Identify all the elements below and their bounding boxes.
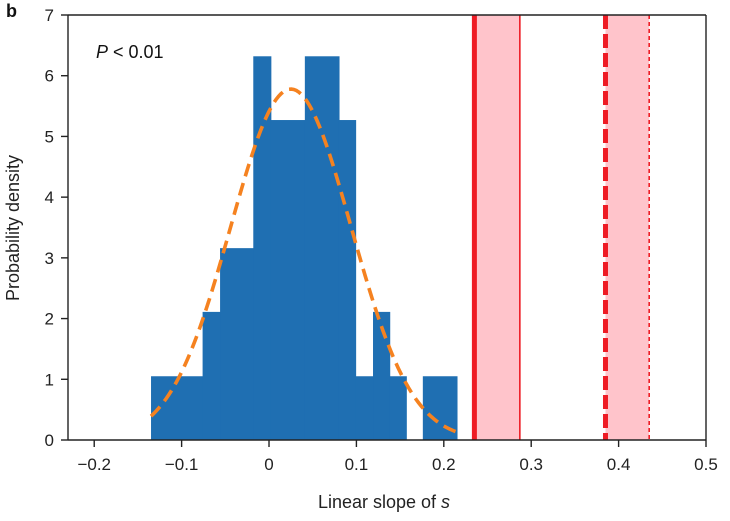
y-axis-title: Probability density (3, 155, 23, 301)
histogram-bars (151, 56, 458, 441)
x-tick-label: −0.2 (77, 455, 111, 474)
histogram-bar (304, 56, 340, 441)
x-tick-label: 0.5 (694, 455, 718, 474)
x-tick-label: 0.4 (607, 455, 631, 474)
y-ticks: 0 1 2 3 4 5 6 7 (45, 6, 68, 450)
y-tick-label: 2 (45, 310, 54, 329)
x-tick-label: 0 (264, 455, 273, 474)
axes (67, 14, 707, 441)
x-axis-title: Linear slope of s (318, 492, 450, 512)
confidence-band-solid (474, 15, 520, 440)
x-ticks: −0.2 −0.1 0 0.1 0.2 0.3 0.4 0.5 (77, 440, 718, 474)
confidence-band-dashed (605, 15, 650, 440)
band-layer (474, 15, 650, 440)
y-tick-label: 7 (45, 6, 54, 25)
x-tick-label: 0.2 (432, 455, 456, 474)
normal-fit-curve (149, 87, 458, 434)
p-value-annotation: P < 0.01 (96, 42, 164, 62)
histogram-bar (355, 376, 374, 440)
y-tick-label: 5 (45, 127, 54, 146)
x-tick-label: 0.1 (345, 455, 369, 474)
histogram-bar (220, 248, 254, 440)
y-tick-label: 6 (45, 67, 54, 86)
observed-lines (471, 15, 650, 440)
y-tick-label: 1 (45, 370, 54, 389)
panel-label: b (6, 1, 17, 21)
y-tick-label: 4 (45, 188, 54, 207)
histogram-bar (270, 120, 306, 441)
histogram-bar (253, 56, 272, 441)
histogram-bar (338, 120, 357, 441)
y-tick-label: 0 (45, 431, 54, 450)
histogram-bar (389, 376, 407, 440)
x-tick-label: 0.3 (519, 455, 543, 474)
histogram-bar (373, 311, 391, 440)
x-tick-label: −0.1 (165, 455, 199, 474)
y-tick-label: 3 (45, 249, 54, 268)
histogram-bar (202, 311, 221, 440)
